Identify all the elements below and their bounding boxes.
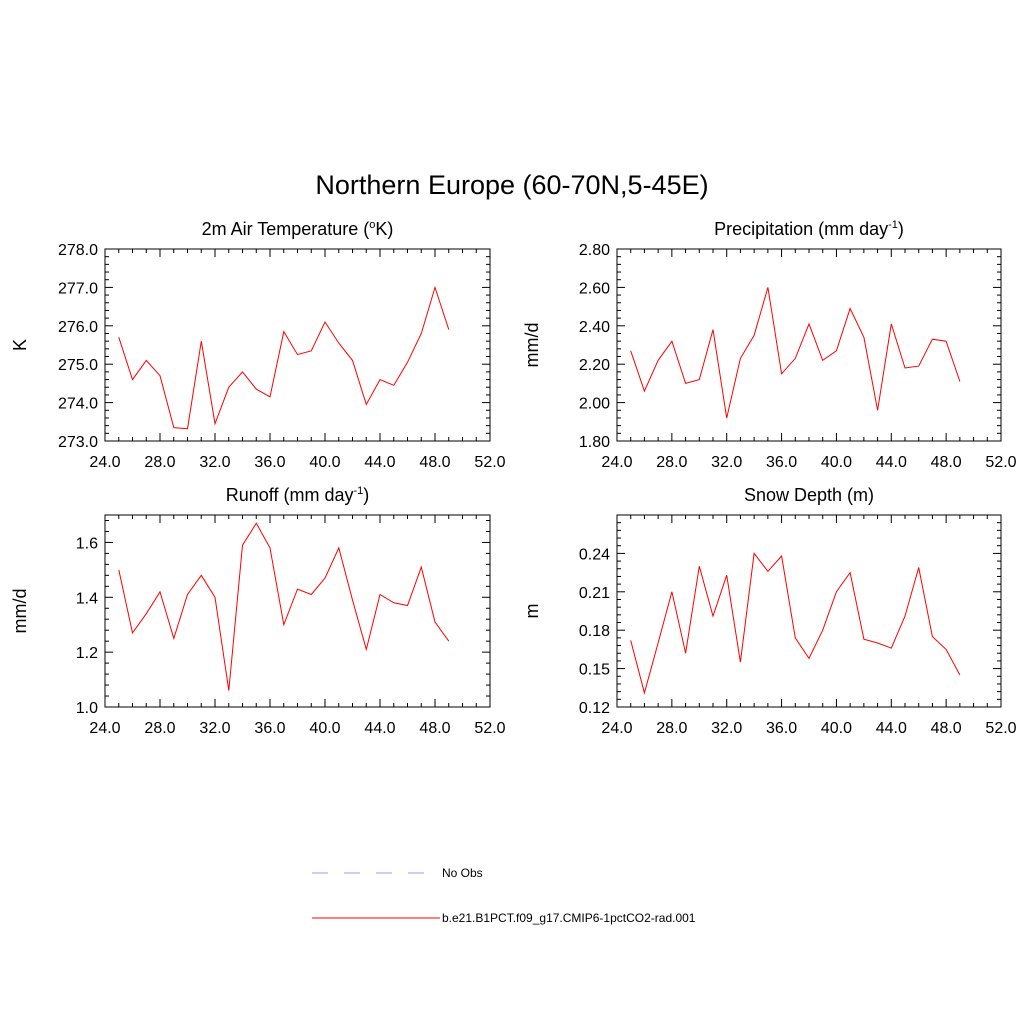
temperature-y-tick-label: 275.0 [58,357,98,374]
precipitation-plot-frame [616,248,1002,442]
temperature-x-tick-label: 24.0 [89,454,120,471]
precipitation-y-tick-label: 2.40 [579,319,610,336]
temperature-x-tick-label: 52.0 [474,454,505,471]
figure-title: Northern Europe (60-70N,5-45E) [315,170,708,200]
snow-depth-x-tick-label: 48.0 [931,720,962,737]
temperature-x-tick-label: 44.0 [364,454,395,471]
runoff-y-tick-label: 1.0 [76,700,98,717]
precipitation-y-tick-label: 1.80 [579,434,610,451]
runoff-series-line [118,522,450,691]
precipitation-x-tick-label: 36.0 [766,454,797,471]
legend-obs-label: No Obs [442,866,483,880]
panel-precipitation: Precipitation (mm day-1) mm/d 24.0 28.0 32.0… [522,219,1017,471]
temperature-y-axis-label: K [10,339,30,351]
precipitation-y-tick-label: 2.20 [579,357,610,374]
runoff-y-tick-label: 1.6 [76,535,98,552]
runoff-y-tick-label: 1.4 [76,590,98,607]
runoff-x-tick-label: 36.0 [254,720,285,737]
snow-depth-panel-title: Snow Depth (m) [744,485,874,505]
runoff-x-tick-label: 32.0 [199,720,230,737]
temperature-x-tick-label: 40.0 [309,454,340,471]
runoff-x-tick-label: 52.0 [474,720,505,737]
snow-depth-x-tick-label: 52.0 [985,720,1016,737]
runoff-y-tick-label: 1.2 [76,645,98,662]
snow-depth-plot-frame [616,514,1002,708]
runoff-x-tick-label: 40.0 [309,720,340,737]
precipitation-series-line [630,287,961,419]
runoff-y-axis-label: mm/d [10,589,30,634]
runoff-panel-title: Runoff (mm day-1) [226,485,370,505]
panel-runoff: Runoff (mm day-1) mm/d 24.0 28.0 32.0 36.0 40.… [10,485,506,737]
panel-snow-depth: Snow Depth (m) m 24.0 28.0 32.0 36.0 40.0 44.0 4… [522,485,1017,737]
temperature-y-tick-label: 273.0 [58,434,98,451]
snow-depth-x-tick-label: 32.0 [711,720,742,737]
snow-depth-y-tick-label: 0.24 [579,546,610,563]
temperature-y-tick-label: 278.0 [58,242,98,259]
precipitation-y-tick-label: 2.00 [579,396,610,413]
temperature-x-tick-label: 48.0 [419,454,450,471]
temperature-y-tick-label: 277.0 [58,280,98,297]
snow-depth-x-tick-label: 36.0 [766,720,797,737]
runoff-x-tick-label: 28.0 [144,720,175,737]
precipitation-x-tick-label: 52.0 [985,454,1016,471]
temperature-x-tick-label: 36.0 [254,454,285,471]
snow-depth-y-tick-label: 0.18 [579,623,610,640]
legend-series-label: b.e21.B1PCT.f09_g17.CMIP6-1pctCO2-rad.00… [442,911,696,925]
snow-depth-x-tick-label: 40.0 [821,720,852,737]
temperature-plot-frame [104,248,491,442]
snow-depth-y-axis-label: m [522,604,542,619]
precipitation-panel-title: Precipitation (mm day-1) [714,219,904,239]
snow-depth-x-tick-label: 24.0 [601,720,632,737]
temperature-series-line [118,285,450,430]
runoff-x-tick-label: 44.0 [364,720,395,737]
precipitation-y-tick-label: 2.60 [579,280,610,297]
temperature-y-tick-label: 274.0 [58,396,98,413]
precipitation-x-tick-label: 48.0 [931,454,962,471]
snow-depth-y-tick-label: 0.21 [579,585,610,602]
precipitation-x-tick-label: 40.0 [821,454,852,471]
precipitation-x-tick-label: 28.0 [656,454,687,471]
temperature-y-tick-label: 276.0 [58,319,98,336]
snow-depth-y-tick-label: 0.15 [579,662,610,679]
snow-depth-y-tick-label: 0.12 [579,700,610,717]
precipitation-x-tick-label: 44.0 [876,454,907,471]
panels-group: 2m Air Temperature (oK) K 24.0 28.0 32.0 36.0… [10,219,1017,737]
snow-depth-series-line [630,552,961,695]
panel-temperature: 2m Air Temperature (oK) K 24.0 28.0 32.0 36.0… [10,219,506,471]
runoff-x-tick-label: 48.0 [419,720,450,737]
snow-depth-x-tick-label: 44.0 [876,720,907,737]
temperature-panel-title: 2m Air Temperature (oK) [202,219,394,239]
precipitation-y-axis-label: mm/d [522,323,542,368]
precipitation-x-tick-label: 24.0 [601,454,632,471]
temperature-x-tick-label: 32.0 [199,454,230,471]
precipitation-y-tick-label: 2.80 [579,242,610,259]
precipitation-x-tick-label: 32.0 [711,454,742,471]
legend: No Obs b.e21.B1PCT.f09_g17.CMIP6-1pctCO2… [312,866,696,925]
snow-depth-x-tick-label: 28.0 [656,720,687,737]
temperature-x-tick-label: 28.0 [144,454,175,471]
runoff-x-tick-label: 24.0 [89,720,120,737]
